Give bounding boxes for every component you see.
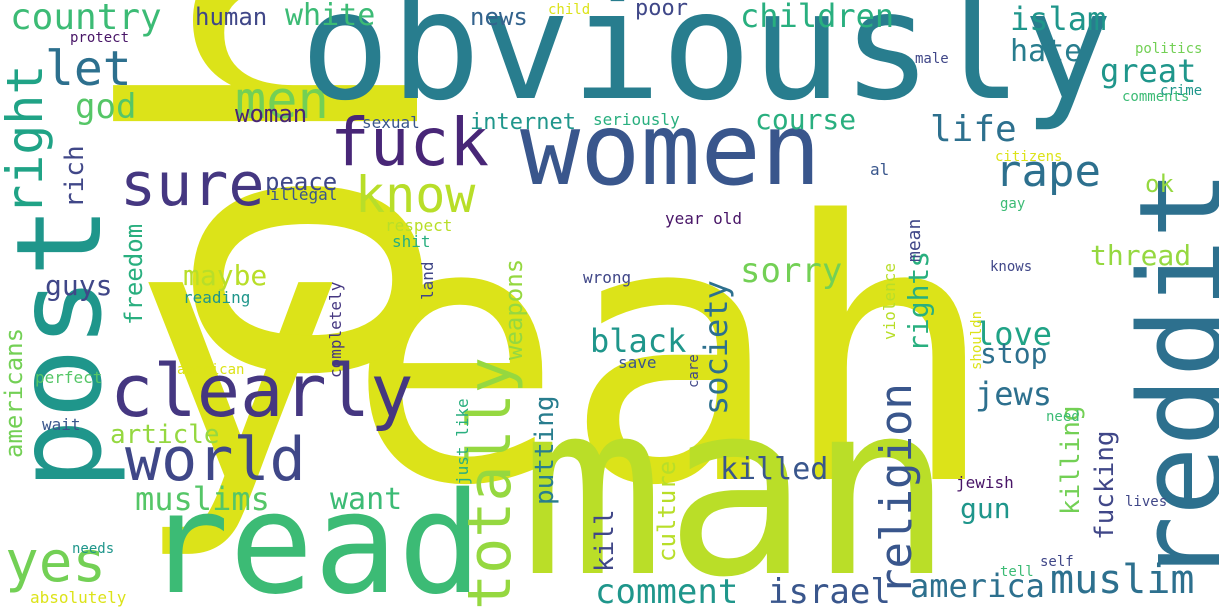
word-men: men — [235, 71, 329, 131]
word-yes: yes — [5, 530, 107, 595]
word-black: black — [590, 322, 687, 360]
word-ok: ok — [1145, 170, 1174, 198]
word-weapons: weapons — [500, 258, 528, 360]
word-american: american — [177, 362, 245, 378]
word-completely: completely — [326, 281, 345, 378]
word-country: country — [10, 0, 162, 38]
word-rape: rape — [995, 146, 1101, 197]
word-let: let — [45, 41, 132, 97]
word-peace: peace — [265, 168, 338, 196]
word-read: read — [145, 463, 483, 611]
word-thread: thread — [1090, 239, 1192, 272]
word-sorry: sorry — [740, 251, 843, 291]
word-israel: israel — [768, 572, 891, 611]
word-mean: mean — [904, 218, 925, 262]
word-god: god — [75, 87, 137, 127]
word-land: land — [418, 261, 437, 300]
word-news: news — [470, 3, 528, 31]
word-just-like: just like — [453, 398, 472, 485]
word-gun: gun — [960, 492, 1011, 525]
word-care: care — [686, 354, 702, 388]
word-absolutely: absolutely — [30, 588, 127, 607]
word-child: child — [548, 2, 591, 18]
word-man: man — [520, 350, 954, 611]
word-culture: culture — [653, 460, 681, 562]
word-jewish: jewish — [956, 473, 1014, 492]
word-stop: stop — [980, 337, 1048, 370]
word-al: al — [870, 160, 890, 179]
word-course: course — [755, 103, 857, 136]
word-wait: wait — [42, 415, 81, 434]
word-seriously: seriously — [593, 110, 680, 129]
word-illegal: illegal — [270, 185, 338, 204]
word-reading: reading — [183, 288, 251, 307]
word-right: right — [0, 64, 54, 215]
word-human: human — [195, 3, 268, 31]
word-lives: lives — [1125, 494, 1168, 510]
word-know: know — [355, 166, 476, 224]
word-need: need — [1046, 409, 1080, 425]
word-religion: religion — [871, 383, 922, 595]
word-save: save — [618, 353, 657, 372]
word-wrong: wrong — [583, 268, 632, 287]
word-jews: jews — [975, 375, 1053, 413]
word-comment: comment — [595, 572, 739, 611]
word-obviously: obviously — [300, 0, 1113, 134]
word-maybe: maybe — [183, 259, 268, 292]
word-americans: americans — [0, 327, 28, 458]
word-children: children — [740, 0, 895, 35]
word-fuck: fuck — [330, 104, 489, 181]
word-shouldn: shouldn — [969, 310, 985, 370]
word-great: great — [1100, 52, 1197, 90]
word-world: world — [125, 425, 306, 495]
word-article: article — [110, 420, 220, 450]
word-perfect: perfect — [35, 368, 103, 387]
word-rights: rights — [902, 250, 935, 352]
word-self: self — [1040, 554, 1074, 570]
word-yeah: yeah — [130, 145, 997, 564]
word-love: love — [975, 315, 1053, 353]
word-crime: crime — [1160, 83, 1203, 99]
word-kill: kill — [590, 509, 620, 572]
word-sexual: sexual — [362, 113, 420, 132]
word-fucking: fucking — [1090, 430, 1120, 540]
word-politics: politics — [1135, 41, 1203, 57]
word-needs: needs — [72, 541, 115, 557]
word-woman: woman — [235, 100, 308, 128]
word-respect: respect — [385, 216, 453, 235]
word-hate: hate — [1010, 34, 1083, 69]
word-clearly: clearly — [110, 349, 414, 433]
word-white: white — [285, 0, 376, 33]
word-knows: knows — [990, 259, 1033, 275]
word-muslims: muslims — [135, 480, 270, 518]
word-freedom: freedom — [120, 223, 148, 325]
word-muslim: muslim — [1050, 557, 1195, 603]
word-life: life — [930, 109, 1017, 150]
word-violence: violence — [880, 262, 899, 340]
word-comments: comments — [1122, 89, 1190, 105]
word-want: want — [330, 482, 403, 517]
word-gay: gay — [1000, 196, 1026, 212]
word-tell: tell — [1000, 564, 1034, 580]
word-protect: protect — [70, 30, 130, 46]
word-putting: putting — [530, 395, 560, 505]
word-rich: rich — [60, 145, 90, 208]
word-shit: shit — [392, 232, 431, 251]
word-citizens: citizens — [995, 149, 1063, 165]
word-year-old: year old — [665, 209, 743, 228]
word-killed: killed — [720, 452, 829, 487]
word-society: society — [697, 280, 735, 415]
word-guys: guys — [45, 269, 113, 302]
word-women: women — [520, 91, 822, 208]
word-reddit: reddit — [1115, 169, 1219, 585]
word-male: male — [915, 51, 949, 67]
word-poor: poor — [635, 0, 688, 21]
word-internet: internet — [470, 110, 576, 135]
word-islam: islam — [1010, 0, 1107, 38]
word-sure: sure — [120, 150, 265, 220]
word-america: america — [910, 567, 1045, 605]
